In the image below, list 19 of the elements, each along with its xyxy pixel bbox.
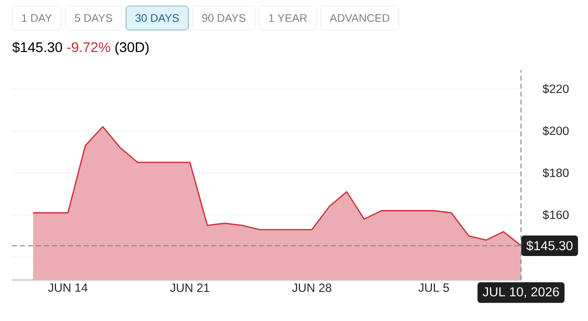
ref-line-label: $145.30	[526, 240, 573, 252]
text: 30 DAYS	[135, 14, 179, 22]
x-tick-label: JUN 28	[292, 284, 332, 292]
ref-line-label: JUL 10, 2026	[482, 287, 559, 298]
chart-subtitle: -9.72%	[67, 42, 110, 52]
x-tick-label: JUN 14	[48, 284, 88, 292]
text: 90 DAYS	[202, 14, 246, 22]
text: ADVANCED	[330, 14, 390, 22]
y-tick-label: $160	[542, 210, 569, 220]
y-tick-label: $180	[542, 168, 569, 178]
text: (30D)	[115, 42, 149, 55]
text: 5 DAYS	[74, 14, 112, 22]
text: 1 DAY	[22, 14, 52, 22]
x-tick-label: JUN 21	[170, 284, 210, 292]
chart-title: $145.30	[12, 42, 62, 53]
y-tick-label: $200	[542, 126, 569, 136]
text: 1 YEAR	[269, 14, 307, 22]
y-tick-label: $220	[542, 84, 569, 94]
x-tick-label: JUL 5	[418, 284, 449, 292]
